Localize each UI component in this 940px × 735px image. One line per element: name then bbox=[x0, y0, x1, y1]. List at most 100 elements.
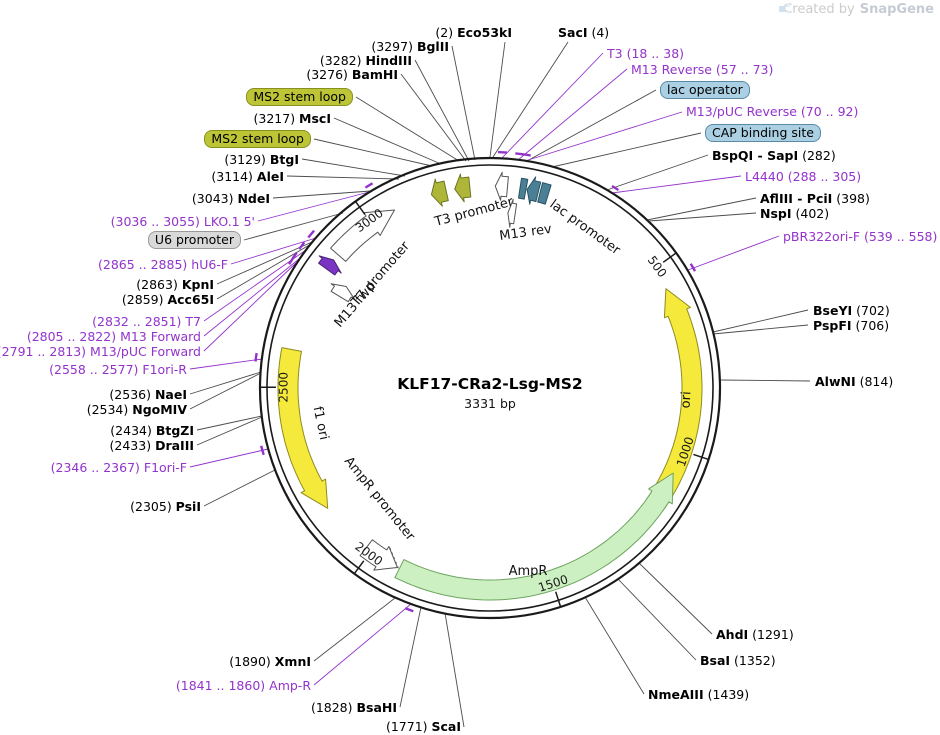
label-f1ori-r[interactable]: (2558 .. 2577) F1ori-R bbox=[49, 362, 187, 377]
label-ndei[interactable]: (3043) NdeI bbox=[191, 191, 270, 206]
feature-u6-promoter[interactable] bbox=[330, 209, 395, 262]
label-psii[interactable]: (2305) PsiI bbox=[130, 499, 201, 514]
primer-mark-l4440[interactable] bbox=[611, 184, 620, 192]
badge-ms2-stem-loop-1[interactable]: MS2 stem loop bbox=[246, 88, 353, 106]
label-bseyi[interactable]: BseYI (702) bbox=[813, 303, 890, 318]
watermark-text: Created by bbox=[783, 2, 855, 17]
label-draiii[interactable]: (2433) DraIII bbox=[109, 438, 194, 453]
inner-label-lac-promoter[interactable]: lac promoter bbox=[547, 197, 624, 258]
inner-label-ori[interactable]: ori bbox=[679, 391, 695, 409]
label-m13-puc-forward[interactable]: (2791 .. 2813) M13/pUC Forward bbox=[0, 344, 201, 359]
leader-line bbox=[301, 158, 406, 177]
primer-mark-amp-r[interactable] bbox=[404, 607, 414, 613]
label-eco53ki[interactable]: (2) Eco53kI bbox=[435, 25, 512, 40]
label-alwni[interactable]: AlwNI (814) bbox=[815, 374, 894, 389]
leader-line bbox=[272, 190, 372, 199]
inner-label-m13-rev[interactable]: M13 rev bbox=[498, 222, 553, 244]
label-bspqi-sapi[interactable]: BspQI - SapI (282) bbox=[712, 148, 836, 163]
label-amp-r[interactable]: (1841 .. 1860) Amp-R bbox=[175, 678, 311, 693]
primer-mark-m13-forward[interactable] bbox=[291, 252, 298, 260]
leader-line bbox=[606, 154, 709, 191]
label-pspfi[interactable]: PspFI (706) bbox=[813, 318, 890, 333]
badge-u6-promoter[interactable]: U6 promoter bbox=[147, 231, 241, 249]
badge-lac-operator[interactable]: lac operator bbox=[660, 81, 750, 99]
leader-line bbox=[414, 59, 470, 162]
label-f1ori-f[interactable]: (2346 .. 2367) F1ori-F bbox=[50, 460, 187, 475]
label-hindiii[interactable]: (3282) HindIII bbox=[319, 53, 412, 68]
feature-f1-ori[interactable] bbox=[277, 347, 329, 509]
leader-line bbox=[216, 243, 312, 300]
tick-2000 bbox=[353, 560, 365, 575]
label-m13-forward[interactable]: (2805 .. 2822) M13 Forward bbox=[26, 329, 201, 344]
primer-mark-f1ori-r[interactable] bbox=[254, 352, 258, 362]
plasmid-size: 3331 bp bbox=[464, 396, 516, 411]
leader-line bbox=[638, 562, 713, 635]
feature-ms2-stem-loop[interactable] bbox=[454, 173, 472, 203]
inner-label-ampr[interactable]: AmpR bbox=[509, 564, 548, 579]
feature-t7-promoter[interactable] bbox=[318, 255, 342, 276]
feature-t3-promoter[interactable] bbox=[494, 171, 509, 201]
label-naei[interactable]: (2536) NaeI bbox=[109, 387, 187, 402]
leader-line bbox=[501, 52, 604, 159]
label-xmni[interactable]: (1890) XmnI bbox=[229, 654, 311, 669]
leader-line bbox=[257, 191, 370, 222]
label-acc65i[interactable]: (2859) Acc65I bbox=[121, 292, 214, 307]
label-m13-reverse[interactable]: M13 Reverse (57 .. 73) bbox=[631, 62, 774, 77]
label-nmeaiii[interactable]: NmeAIII (1439) bbox=[648, 687, 750, 702]
primer-mark-f1ori-f[interactable] bbox=[260, 445, 265, 456]
feature-ori[interactable] bbox=[646, 288, 703, 512]
badge-cap-binding-site[interactable]: CAP binding site bbox=[705, 124, 821, 142]
label-pbr322ori-f[interactable]: pBR322ori-F (539 .. 558) bbox=[783, 229, 938, 244]
leader-line bbox=[719, 379, 811, 382]
inner-label-ampr-promoter[interactable]: AmpR promoter bbox=[341, 454, 418, 544]
leader-line bbox=[230, 237, 317, 265]
label-msci[interactable]: (3217) MscI bbox=[253, 111, 332, 126]
label-l4440[interactable]: L4440 (288 .. 305) bbox=[745, 169, 862, 184]
label-scai[interactable]: (1771) ScaI bbox=[385, 719, 461, 734]
leader-line bbox=[189, 358, 263, 370]
label-btgi[interactable]: (3129) BtgI bbox=[224, 152, 299, 167]
label-bglii[interactable]: (3297) BglII bbox=[371, 39, 449, 54]
feature-lac-operator[interactable] bbox=[518, 177, 529, 200]
label-ahdi[interactable]: AhdI (1291) bbox=[716, 627, 794, 642]
feature-ampr[interactable] bbox=[394, 472, 674, 601]
leader-line bbox=[286, 175, 400, 180]
label-alei[interactable]: (3114) AleI bbox=[211, 169, 284, 184]
label-t3-primer[interactable]: T3 (18 .. 38) bbox=[607, 46, 685, 61]
label-bsai[interactable]: BsaI (1352) bbox=[700, 653, 776, 668]
feature-ms2-stem-loop[interactable] bbox=[430, 178, 449, 207]
feature-m13-fwd[interactable] bbox=[330, 283, 355, 303]
leader-line bbox=[189, 372, 262, 410]
primer-mark-t3[interactable] bbox=[497, 150, 507, 154]
primer-mark-hu6-f[interactable] bbox=[307, 229, 315, 239]
label-bamhi[interactable]: (3276) BamHI bbox=[306, 67, 398, 82]
primer-mark-lko-1-5[interactable] bbox=[364, 182, 374, 189]
label-lko1-5prime[interactable]: (3036 .. 3055) LKO.1 5' bbox=[110, 214, 255, 229]
label-saci[interactable]: SacI (4) bbox=[558, 25, 610, 40]
label-ngomiv[interactable]: (2534) NgoMIV bbox=[86, 402, 187, 417]
primer-mark-pbr322ori-f[interactable] bbox=[689, 263, 697, 272]
label-bsahi[interactable]: (1828) BsaHI bbox=[310, 700, 397, 715]
badge-ms2-stem-loop-2[interactable]: MS2 stem loop bbox=[204, 130, 311, 148]
leader-line bbox=[648, 212, 757, 222]
leader-line bbox=[687, 235, 780, 271]
leader-line bbox=[203, 262, 297, 352]
leader-line bbox=[313, 138, 433, 167]
label-m13-puc-reverse[interactable]: M13/pUC Reverse (70 .. 92) bbox=[686, 104, 859, 119]
label-afliii-pcii[interactable]: AflIII - PciI (398) bbox=[760, 191, 870, 206]
feature-ampr-promoter[interactable] bbox=[359, 539, 398, 571]
label-hu6-f[interactable]: (2865 .. 2885) hU6-F bbox=[98, 257, 228, 272]
label-btgzi[interactable]: (2434) BtgZI bbox=[110, 423, 194, 438]
primer-mark-t7[interactable] bbox=[298, 241, 306, 250]
inner-label-f1-ori[interactable]: f1 ori bbox=[310, 405, 332, 441]
feature-lac-promoter[interactable] bbox=[526, 176, 542, 205]
feature-cap-binding-site[interactable] bbox=[537, 182, 552, 205]
label-kpni[interactable]: (2863) KpnI bbox=[136, 277, 214, 292]
feature-m13-rev[interactable] bbox=[507, 198, 518, 228]
label-nspi[interactable]: NspI (402) bbox=[760, 206, 830, 221]
tick-3000 bbox=[354, 200, 366, 215]
primer-mark-m13-puc-reverse[interactable] bbox=[520, 152, 531, 157]
label-t7-primer[interactable]: (2832 .. 2851) T7 bbox=[92, 314, 201, 329]
